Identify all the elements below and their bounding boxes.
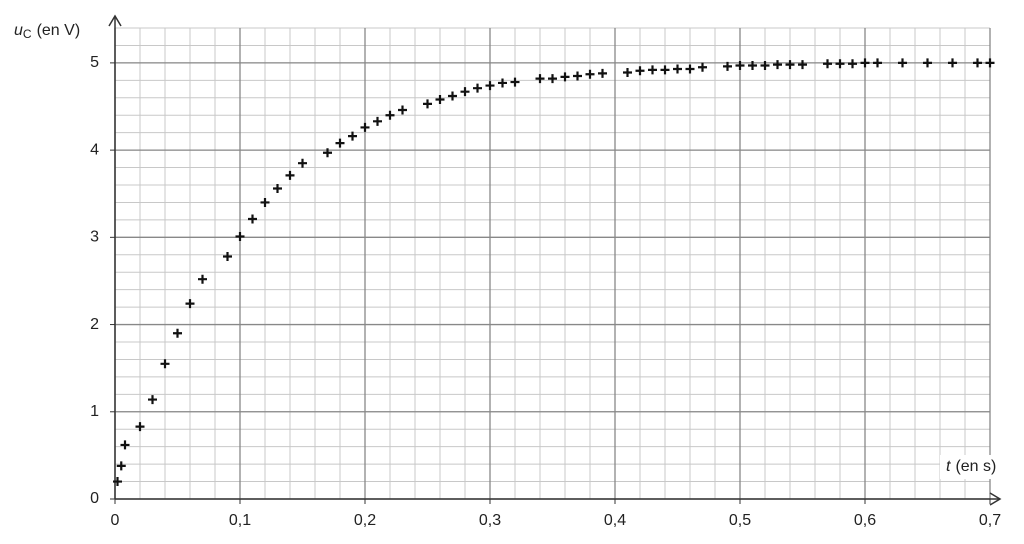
y-tick-label: 2 xyxy=(90,316,99,333)
point xyxy=(510,77,520,87)
x-axis-label: t (en s) xyxy=(946,458,996,475)
point xyxy=(120,440,130,450)
axes xyxy=(108,14,1002,506)
point xyxy=(660,65,670,75)
point xyxy=(273,183,282,193)
point xyxy=(535,74,545,84)
point xyxy=(598,68,607,78)
point xyxy=(985,58,995,68)
point xyxy=(148,395,157,405)
y-unit: (en V) xyxy=(37,22,81,39)
point xyxy=(223,252,232,262)
y-symbol: u xyxy=(14,22,23,39)
point xyxy=(385,110,395,120)
x-tick-label: 0,3 xyxy=(479,512,501,529)
point xyxy=(485,81,495,91)
point xyxy=(235,231,245,241)
point xyxy=(698,62,707,72)
point xyxy=(285,170,295,180)
y-tick-label: 1 xyxy=(90,403,99,420)
point xyxy=(335,138,345,148)
point xyxy=(585,69,595,79)
point xyxy=(348,131,357,141)
point xyxy=(398,105,407,115)
x-unit: (en s) xyxy=(955,458,996,475)
point xyxy=(573,71,582,81)
grid xyxy=(114,27,991,500)
point xyxy=(873,58,882,68)
y-arrow xyxy=(108,14,122,27)
point xyxy=(923,58,932,68)
y-tick-label: 3 xyxy=(90,229,99,246)
x-tick-label: 0,5 xyxy=(729,512,751,529)
point xyxy=(135,422,145,432)
point xyxy=(116,461,126,471)
point xyxy=(260,197,270,207)
point xyxy=(423,99,432,109)
point xyxy=(798,60,807,70)
point xyxy=(648,65,657,75)
point xyxy=(673,64,682,74)
x-tick-label: 0,6 xyxy=(854,512,876,529)
point xyxy=(748,61,757,71)
point xyxy=(373,116,382,126)
point xyxy=(113,477,122,487)
point xyxy=(160,359,170,369)
point xyxy=(723,61,732,71)
x-symbol: t xyxy=(946,458,951,475)
point xyxy=(498,78,507,88)
x-tick-label: 0,7 xyxy=(979,512,1001,529)
point xyxy=(973,58,982,68)
point xyxy=(360,122,370,132)
point xyxy=(185,299,195,309)
point xyxy=(448,91,457,101)
y-tick-label: 5 xyxy=(90,54,99,71)
point xyxy=(198,274,207,284)
point xyxy=(948,58,957,68)
point xyxy=(623,67,632,77)
point xyxy=(860,58,870,68)
point xyxy=(898,58,907,68)
point xyxy=(323,148,332,158)
x-tick-label: 0,2 xyxy=(354,512,376,529)
point xyxy=(760,61,770,71)
point xyxy=(460,87,470,97)
point xyxy=(773,60,782,70)
point xyxy=(835,59,845,69)
point xyxy=(685,64,695,74)
point xyxy=(548,74,557,84)
point xyxy=(435,95,445,105)
x-tick-label: 0,4 xyxy=(604,512,626,529)
point xyxy=(473,83,482,93)
point xyxy=(823,59,832,69)
y-tick-label: 0 xyxy=(90,490,99,507)
x-arrow xyxy=(989,492,1002,506)
x-tick-label: 0,1 xyxy=(229,512,251,529)
point xyxy=(298,158,307,168)
point xyxy=(248,214,257,224)
point xyxy=(173,328,182,338)
x-tick-label: 0 xyxy=(111,512,120,529)
point xyxy=(560,72,570,82)
point xyxy=(635,66,645,76)
marks xyxy=(113,58,995,487)
point xyxy=(848,59,857,69)
y-tick-label: 4 xyxy=(90,141,99,158)
y-subscript: C xyxy=(23,27,32,41)
point xyxy=(785,60,795,70)
x-label-bg xyxy=(940,455,1012,479)
point xyxy=(735,61,745,71)
y-axis-label: uC (en V) xyxy=(14,22,80,41)
